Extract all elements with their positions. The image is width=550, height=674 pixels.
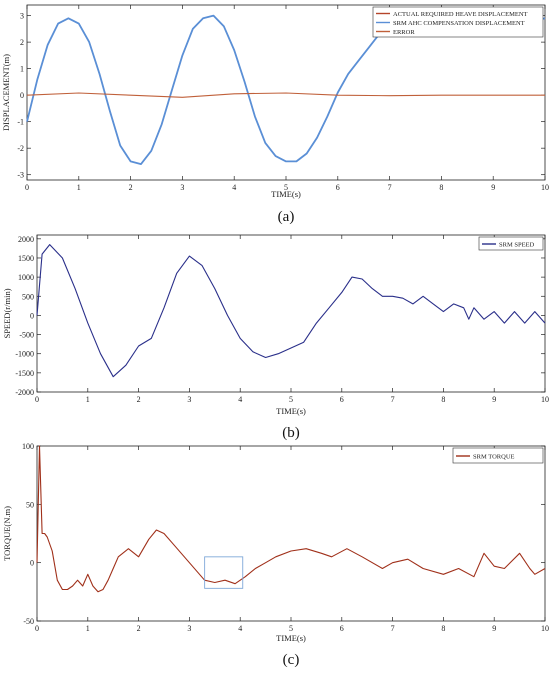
y-tick-label: -500: [19, 331, 34, 340]
x-tick-label: 0: [25, 183, 29, 192]
legend-entry: ERROR: [393, 29, 415, 36]
x-tick-label: 1: [86, 395, 90, 404]
legend-entry: SRM TORQUE: [473, 453, 515, 460]
y-tick-label: -50: [23, 617, 34, 626]
x-tick-label: 7: [388, 183, 392, 192]
x-tick-label: 7: [391, 624, 395, 633]
y-tick-label: 0: [30, 559, 34, 568]
y-tick-label: 2000: [18, 235, 34, 244]
x-tick-label: 9: [492, 624, 496, 633]
x-tick-label: 4: [238, 624, 242, 633]
x-tick-label: 3: [187, 395, 191, 404]
panel-label: (c): [283, 652, 300, 668]
y-tick-label: -1: [17, 118, 24, 127]
x-tick-label: 10: [541, 395, 549, 404]
y-tick-label: -1500: [15, 369, 34, 378]
x-tick-label: 6: [340, 624, 344, 633]
legend-box: [452, 447, 544, 464]
x-tick-label: 2: [129, 183, 133, 192]
y-tick-label: -3: [17, 171, 24, 180]
y-tick-label: 1500: [18, 254, 34, 263]
x-axis-label: TIME(s): [271, 189, 301, 199]
x-tick-label: 6: [340, 395, 344, 404]
series-line-1: [36, 445, 546, 593]
y-axis-label: TORQUE(N.m): [2, 506, 12, 561]
x-axis-label: TIME(s): [276, 633, 306, 643]
x-tick-label: 6: [336, 183, 340, 192]
plot-frame: [36, 445, 546, 622]
y-tick-label: 3: [20, 12, 24, 21]
legend-entry: SRM AHC COMPENSATION DISPLACEMENT: [393, 20, 525, 27]
series-line-1: [36, 244, 546, 378]
x-tick-label: 5: [289, 395, 293, 404]
y-tick-label: 2: [20, 38, 24, 47]
x-tick-label: 5: [284, 183, 288, 192]
x-tick-label: 1: [77, 183, 81, 192]
x-tick-label: 1: [86, 624, 90, 633]
legend-entry: ACTUAL REQUIRED HEAVE DISPLACEMENT: [393, 11, 528, 18]
legend-entry: SRM SPEED: [499, 241, 535, 248]
x-tick-label: 4: [232, 183, 236, 192]
x-tick-label: 10: [541, 624, 549, 633]
y-tick-label: 100: [22, 442, 34, 451]
x-tick-label: 9: [491, 183, 495, 192]
x-tick-label: 8: [441, 624, 445, 633]
x-tick-label: 7: [391, 395, 395, 404]
chart-panel-1: 0 1 2 3 4 5 6 7 8 9 10 -3 -2 -1 0 1 2 3 ACTUAL REQUIRED HE…: [1, 4, 549, 225]
y-tick-label: 500: [22, 292, 34, 301]
panel-label: (b): [282, 425, 300, 441]
series-line-3: [26, 92, 545, 98]
y-tick-label: 1000: [18, 273, 34, 282]
x-tick-label: 9: [492, 395, 496, 404]
x-tick-label: 5: [289, 624, 293, 633]
highlight-box: [204, 556, 244, 589]
x-tick-label: 8: [439, 183, 443, 192]
y-tick-label: -2000: [15, 388, 34, 397]
x-tick-label: 8: [441, 395, 445, 404]
x-tick-label: 10: [541, 183, 549, 192]
x-tick-label: 3: [187, 624, 191, 633]
y-axis-label: DISPLACEMENT(m): [1, 54, 11, 131]
x-tick-label: 0: [35, 395, 39, 404]
x-tick-label: 2: [137, 624, 141, 633]
x-tick-label: 3: [180, 183, 184, 192]
y-tick-label: 50: [26, 500, 34, 509]
y-axis-label: SPEED(r/min): [2, 288, 12, 338]
y-tick-label: -1000: [15, 350, 34, 359]
y-tick-label: 0: [30, 311, 34, 320]
legend-box: [478, 236, 544, 251]
y-tick-label: 0: [20, 91, 24, 100]
y-tick-label: -2: [17, 144, 24, 153]
panel-label: (a): [278, 209, 295, 225]
x-tick-label: 4: [238, 395, 242, 404]
chart-panel-2: 0 1 2 3 4 5 6 7 8 9 10 -2000 -1500 -1000 -500 0 500 1000 1…: [2, 234, 549, 441]
x-tick-label: 2: [137, 395, 141, 404]
legend-box: [372, 6, 544, 38]
plot-frame: [36, 234, 546, 393]
x-axis-label: TIME(s): [276, 406, 306, 416]
x-tick-label: 0: [35, 624, 39, 633]
y-tick-label: 1: [20, 65, 24, 74]
